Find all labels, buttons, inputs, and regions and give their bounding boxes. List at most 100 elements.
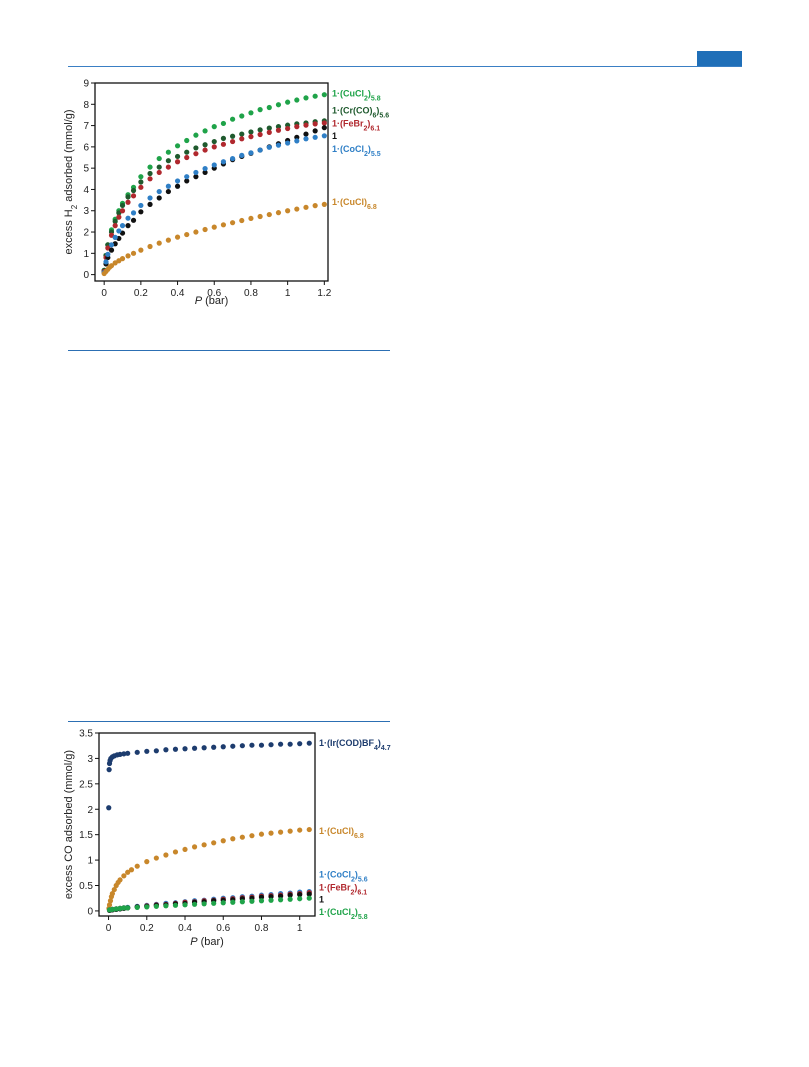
data-point	[229, 155, 236, 162]
data-point	[105, 254, 111, 261]
data-point	[184, 154, 190, 161]
data-point	[303, 131, 309, 137]
x-tick-label: 0.8	[244, 288, 258, 299]
data-point	[109, 891, 115, 897]
data-point	[156, 188, 162, 195]
data-point	[303, 95, 309, 101]
data-point	[101, 267, 107, 273]
series-label: 1·(CoCl2)5.6	[319, 869, 368, 883]
series	[106, 740, 312, 811]
data-point	[229, 116, 236, 122]
data-point	[106, 907, 113, 913]
data-point	[125, 905, 131, 911]
data-point	[277, 893, 284, 899]
x-tick-label: 1	[285, 288, 291, 299]
data-point	[153, 903, 159, 909]
data-point	[220, 896, 226, 902]
data-point	[108, 232, 115, 238]
data-point	[211, 165, 217, 171]
data-point	[191, 898, 198, 904]
data-point	[249, 898, 255, 904]
data-point	[202, 147, 208, 153]
data-point	[101, 267, 107, 273]
data-point	[165, 237, 171, 243]
data-point	[202, 165, 208, 172]
data-point	[163, 901, 169, 907]
data-point	[105, 251, 111, 257]
data-point	[107, 757, 113, 764]
data-point	[249, 893, 255, 899]
series	[101, 120, 327, 275]
series-label: 1·(CuCl2)5.8	[319, 907, 368, 921]
data-point	[239, 894, 245, 900]
y-tick-label: 9	[83, 79, 89, 90]
data-point	[229, 133, 236, 139]
data-point	[306, 826, 312, 833]
data-point	[285, 99, 291, 105]
data-point	[239, 131, 245, 137]
data-point	[125, 905, 131, 911]
data-point	[113, 906, 119, 912]
data-point	[172, 746, 179, 752]
x-axis-label: P (bar)	[190, 936, 224, 948]
data-point	[112, 234, 118, 240]
data-point	[117, 906, 123, 912]
data-point	[220, 744, 226, 750]
data-point	[268, 897, 274, 903]
data-point	[321, 125, 327, 131]
data-point	[229, 220, 236, 226]
data-point	[147, 195, 153, 201]
data-point	[106, 907, 113, 914]
data-point	[112, 260, 118, 266]
data-point	[121, 905, 127, 911]
data-point	[266, 144, 272, 150]
data-point	[130, 193, 137, 199]
data-point	[121, 905, 127, 911]
data-point	[266, 144, 272, 150]
data-point	[116, 214, 122, 220]
data-point	[248, 134, 254, 140]
data-point	[153, 902, 159, 908]
data-point	[125, 253, 131, 259]
y-tick-label: 4	[83, 185, 89, 196]
series	[101, 201, 327, 277]
header-tab	[697, 51, 742, 66]
data-point	[165, 183, 171, 189]
data-point	[201, 897, 207, 903]
data-point	[191, 745, 198, 751]
data-point	[121, 905, 127, 911]
data-point	[287, 828, 293, 834]
series-label: 1·(Cr(CO)6)5.6	[332, 106, 389, 120]
series-label: 1·(CuCl)6.8	[319, 826, 364, 840]
data-point	[257, 213, 263, 220]
data-point	[297, 892, 303, 898]
data-point	[156, 240, 162, 246]
data-point	[119, 230, 126, 236]
x-tick-label: 0.4	[178, 923, 192, 934]
data-point	[193, 151, 199, 157]
data-point	[116, 228, 122, 234]
y-tick-label: 0.5	[79, 881, 93, 892]
data-point	[138, 209, 144, 215]
data-point	[248, 150, 254, 156]
data-point	[275, 127, 282, 133]
data-point	[108, 227, 115, 233]
data-point	[172, 902, 179, 908]
data-point	[144, 904, 150, 910]
data-point	[101, 268, 107, 275]
data-point	[257, 107, 263, 113]
data-point	[297, 889, 303, 895]
data-point	[147, 201, 153, 207]
data-point	[287, 890, 293, 896]
data-point	[303, 136, 309, 142]
x-tick-label: 0.8	[255, 923, 269, 934]
series-label: 1	[332, 131, 337, 141]
data-point	[249, 833, 255, 839]
data-point	[258, 893, 265, 899]
data-point	[321, 201, 327, 207]
data-point	[121, 905, 127, 911]
data-point	[306, 890, 312, 896]
data-point	[147, 176, 153, 182]
x-axis-label: P (bar)	[195, 295, 229, 307]
data-point	[312, 119, 318, 125]
